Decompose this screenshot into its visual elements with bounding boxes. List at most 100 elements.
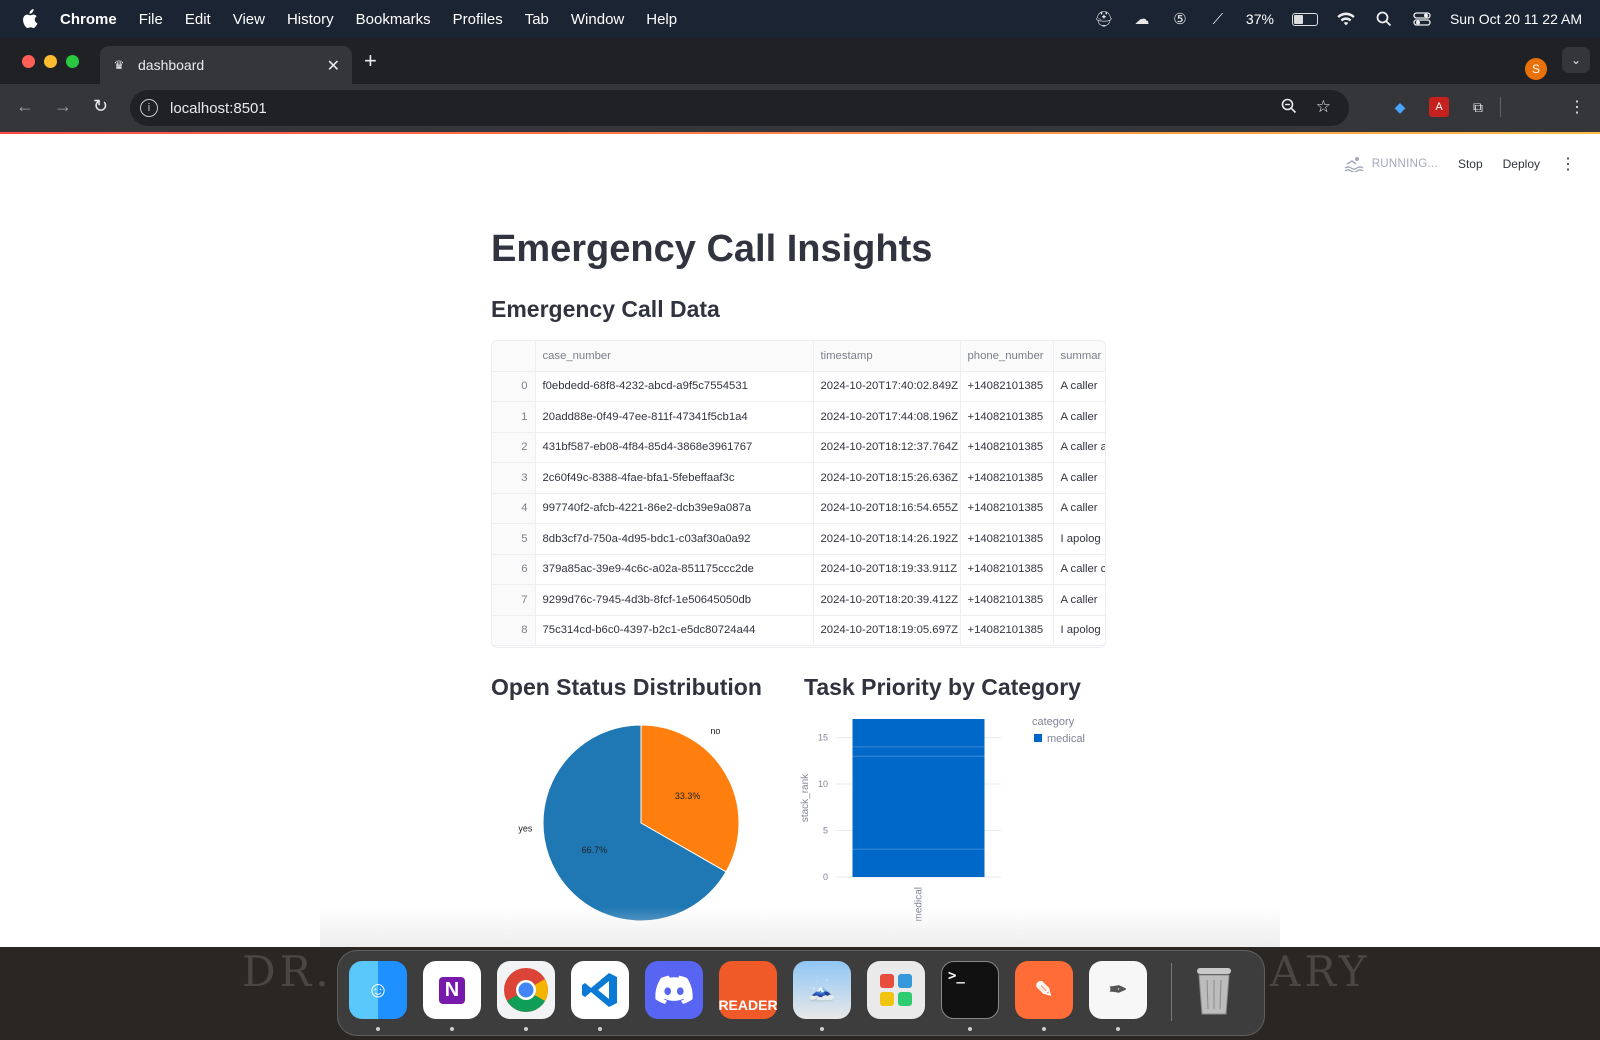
- chrome-icon[interactable]: [497, 961, 555, 1019]
- menu-file[interactable]: File: [138, 10, 163, 28]
- menu-tab[interactable]: Tab: [524, 10, 549, 28]
- cell-case-number[interactable]: 9299d76c-7945-4d3b-8fcf-1e50645050db: [535, 584, 814, 616]
- cell-case-number[interactable]: 997740f2-afcb-4221-86e2-dcb39e9a087a: [535, 493, 814, 524]
- clock[interactable]: Sun Oct 20 11 22 AM: [1449, 11, 1582, 27]
- address-bar[interactable]: i localhost:8501 ☆: [130, 90, 1349, 126]
- column-header-phone-number[interactable]: phone_number: [960, 341, 1054, 372]
- reload-icon[interactable]: ↻: [93, 96, 109, 116]
- menu-view[interactable]: View: [232, 10, 265, 28]
- cell-summary[interactable]: A caller c: [1053, 554, 1105, 585]
- cell-summary[interactable]: A caller: [1053, 371, 1105, 402]
- trash-icon[interactable]: [1185, 961, 1243, 1019]
- postman-icon[interactable]: ✎: [1015, 961, 1073, 1019]
- table-row[interactable]: 0 f0ebdedd-68f8-4232-abcd-a9f5c7554531 202…: [492, 371, 1105, 402]
- bar-medical[interactable]: [852, 719, 985, 877]
- legend-entry-label[interactable]: medical: [1047, 733, 1085, 745]
- cell-phone-number[interactable]: +14082101385: [960, 615, 1054, 646]
- column-header-case-number[interactable]: case_number: [535, 341, 814, 372]
- site-info-icon[interactable]: i: [140, 99, 158, 117]
- cell-phone-number[interactable]: +14082101385: [960, 432, 1054, 463]
- vscode-icon[interactable]: [571, 961, 629, 1019]
- cell-case-number[interactable]: 379a85ac-39e9-4c6c-a02a-851175ccc2de: [535, 554, 814, 585]
- menu-help[interactable]: Help: [646, 10, 678, 28]
- table-row[interactable]: 7 9299d76c-7945-4d3b-8fcf-1e50645050db 202…: [492, 584, 1105, 616]
- spotlight-search-icon[interactable]: [1374, 10, 1394, 28]
- five-badge-icon[interactable]: ⑤: [1173, 11, 1187, 28]
- menu-window[interactable]: Window: [570, 10, 625, 28]
- column-header-summary[interactable]: summar: [1053, 341, 1105, 372]
- cell-timestamp[interactable]: 2024-10-20T18:19:33.911Z: [813, 554, 961, 585]
- cell-timestamp[interactable]: 2024-10-20T18:14:26.192Z: [813, 523, 961, 555]
- control-center-icon[interactable]: [1412, 10, 1432, 28]
- cell-summary[interactable]: I apolog: [1053, 615, 1105, 646]
- cell-timestamp[interactable]: 2024-10-20T18:16:54.655Z: [813, 493, 961, 524]
- menu-app-chrome[interactable]: Chrome: [60, 10, 117, 28]
- cell-case-number[interactable]: 431bf587-eb08-4f84-85d4-3868e3961767: [535, 432, 814, 463]
- cell-phone-number[interactable]: +14082101385: [960, 462, 1054, 494]
- cell-summary[interactable]: A caller: [1053, 401, 1105, 433]
- discord-icon[interactable]: [645, 961, 703, 1019]
- profile-avatar[interactable]: S: [1525, 58, 1547, 80]
- column-header-timestamp[interactable]: timestamp: [813, 341, 961, 372]
- maximize-window-button[interactable]: [66, 55, 79, 68]
- pinwheel-icon[interactable]: [867, 961, 925, 1019]
- stop-button[interactable]: Stop: [1457, 157, 1483, 171]
- cell-phone-number[interactable]: +14082101385: [960, 584, 1054, 616]
- battery-icon[interactable]: [1291, 12, 1318, 26]
- table-row[interactable]: 6 379a85ac-39e9-4c6c-a02a-851175ccc2de 202…: [492, 554, 1105, 585]
- reader-icon[interactable]: READER: [718, 961, 778, 1019]
- cell-summary[interactable]: I apolog: [1053, 523, 1105, 555]
- menu-edit[interactable]: Edit: [184, 10, 211, 28]
- deploy-button[interactable]: Deploy: [1502, 157, 1540, 171]
- terminal-icon[interactable]: >_: [941, 961, 999, 1019]
- pen-slash-icon[interactable]: ⟋: [1212, 10, 1224, 28]
- cell-timestamp[interactable]: 2024-10-20T17:40:02.849Z: [813, 371, 961, 402]
- preview-icon[interactable]: 🗻: [793, 961, 851, 1019]
- pie-slice-no[interactable]: [640, 724, 740, 873]
- apple-icon[interactable]: [20, 9, 38, 29]
- chrome-menu-kebab-icon[interactable]: ⋮: [1569, 99, 1585, 116]
- textedit-icon[interactable]: ✒: [1089, 961, 1147, 1019]
- cell-timestamp[interactable]: 2024-10-20T18:19:05.697Z: [813, 615, 961, 646]
- tab-search-chevron-icon[interactable]: ⌄: [1562, 47, 1590, 73]
- zoom-icon[interactable]: [1281, 98, 1297, 119]
- cell-timestamp[interactable]: 2024-10-20T18:20:39.412Z: [813, 584, 961, 616]
- main-menu-kebab-icon[interactable]: ⋮: [1560, 156, 1576, 173]
- cell-case-number[interactable]: f0ebdedd-68f8-4232-abcd-a9f5c7554531: [535, 371, 814, 402]
- cell-timestamp[interactable]: 2024-10-20T18:12:37.764Z: [813, 432, 961, 463]
- table-row[interactable]: 1 20add88e-0f49-47ee-811f-47341f5cb1a4 202…: [492, 401, 1105, 433]
- table-row[interactable]: 8 75c314cd-b6c0-4397-b2c1-e5dc80724a44 202…: [492, 615, 1105, 646]
- spartan-helmet-icon[interactable]: ⛑: [1094, 11, 1114, 28]
- new-tab-button[interactable]: +: [364, 48, 377, 73]
- creative-cloud-icon[interactable]: ☁: [1134, 11, 1150, 28]
- table-row[interactable]: 3 2c60f49c-8388-4fae-bfa1-5febeffaaf3c 202…: [492, 462, 1105, 494]
- table-row[interactable]: 5 8db3cf7d-750a-4d95-bdc1-c03af30a0a92 202…: [492, 523, 1105, 555]
- menu-bookmarks[interactable]: Bookmarks: [355, 10, 431, 28]
- menu-profiles[interactable]: Profiles: [452, 10, 503, 28]
- cell-summary[interactable]: A caller: [1053, 462, 1105, 494]
- cell-phone-number[interactable]: +14082101385: [960, 523, 1054, 555]
- table-row[interactable]: 2 431bf587-eb08-4f84-85d4-3868e3961767 202…: [492, 432, 1105, 463]
- cell-summary[interactable]: A caller a: [1053, 432, 1105, 463]
- cell-timestamp[interactable]: 2024-10-20T17:44:08.196Z: [813, 401, 961, 433]
- open-status-pie-chart[interactable]: 33.3% no 66.7% yes: [511, 712, 771, 922]
- address-url[interactable]: localhost:8501: [170, 99, 267, 117]
- forward-arrow-icon[interactable]: →: [54, 96, 72, 116]
- cell-phone-number[interactable]: +14082101385: [960, 371, 1054, 402]
- cell-case-number[interactable]: 75c314cd-b6c0-4397-b2c1-e5dc80724a44: [535, 615, 814, 646]
- minimize-window-button[interactable]: [44, 55, 57, 68]
- menu-history[interactable]: History: [286, 10, 334, 28]
- call-data-table[interactable]: case_number timestamp phone_number summa…: [491, 340, 1106, 648]
- cell-case-number[interactable]: 8db3cf7d-750a-4d95-bdc1-c03af30a0a92: [535, 523, 814, 555]
- gem-extension-icon[interactable]: ◆: [1394, 98, 1406, 115]
- extensions-puzzle-icon[interactable]: ⧉: [1473, 98, 1483, 115]
- bookmark-star-icon[interactable]: ☆: [1315, 97, 1331, 116]
- back-arrow-icon[interactable]: ←: [16, 96, 34, 116]
- cell-phone-number[interactable]: +14082101385: [960, 554, 1054, 585]
- cell-timestamp[interactable]: 2024-10-20T18:15:26.636Z: [813, 462, 961, 494]
- cell-case-number[interactable]: 20add88e-0f49-47ee-811f-47341f5cb1a4: [535, 401, 814, 433]
- tab-dashboard[interactable]: ♛ dashboard ✕: [100, 46, 352, 84]
- cell-summary[interactable]: A caller: [1053, 584, 1105, 616]
- cell-phone-number[interactable]: +14082101385: [960, 493, 1054, 524]
